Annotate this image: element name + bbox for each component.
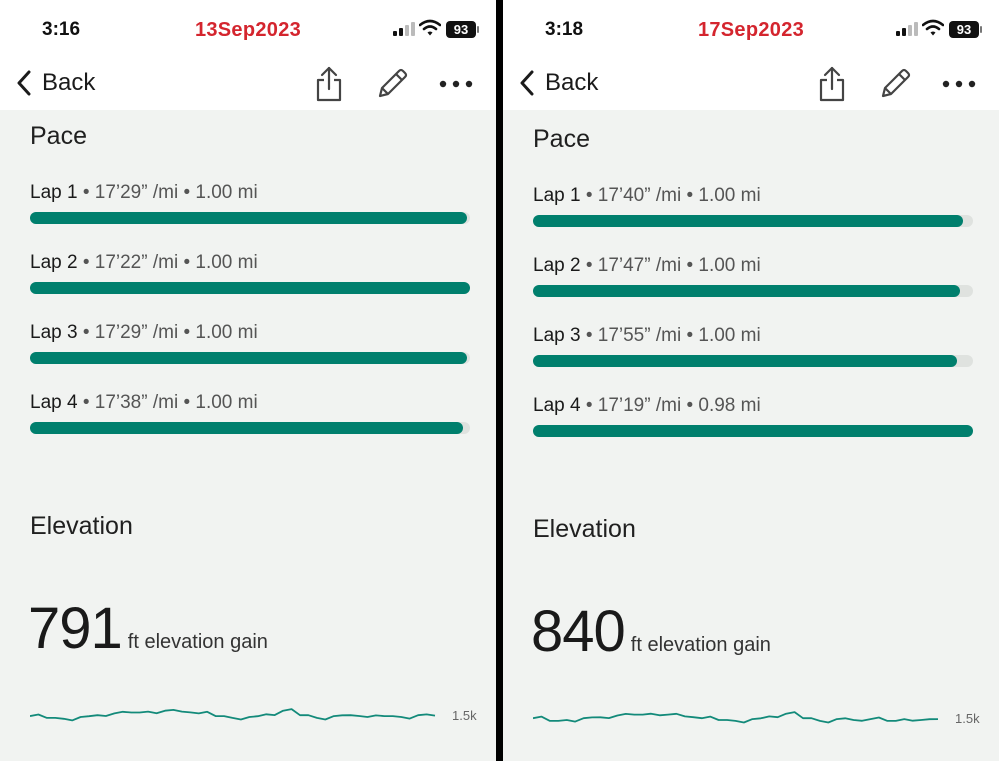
pace-bar-track: [533, 215, 973, 227]
elevation-gain: 840 ft elevation gain: [531, 598, 771, 665]
lap-name: Lap 2: [533, 255, 581, 276]
status-date: 13Sep2023: [194, 19, 302, 41]
pace-bar: [533, 215, 964, 227]
lap-detail: • 17’47” /mi • 1.00 mi: [580, 255, 761, 276]
share-icon: [819, 66, 845, 102]
status-time: 3:16: [42, 19, 81, 40]
wifi-icon: [922, 19, 944, 36]
top-bar: 3:18 17Sep2023 93 Back: [503, 0, 999, 110]
chevron-left-icon: [17, 70, 31, 96]
pace-bar-track: [30, 212, 470, 224]
elevation-axis-label: 1.5k: [452, 708, 477, 723]
lap-name: Lap 4: [533, 395, 581, 416]
chevron-left-icon: [520, 70, 534, 96]
lap-row: Lap 2 • 17’22” /mi • 1.00 mi: [30, 252, 470, 294]
more-icon: [439, 80, 473, 88]
lap-row: Lap 3 • 17’29” /mi • 1.00 mi: [30, 322, 470, 364]
pace-bar: [533, 355, 958, 367]
pencil-icon: [881, 68, 911, 98]
lap-name: Lap 3: [533, 325, 581, 346]
back-label: Back: [545, 69, 599, 96]
pace-title: Pace: [533, 125, 590, 153]
lap-name: Lap 1: [30, 182, 78, 203]
elevation-title: Elevation: [533, 515, 636, 543]
back-button[interactable]: Back: [519, 68, 598, 98]
elevation-line: [30, 708, 436, 722]
elevation-gain-value: 840: [531, 599, 626, 664]
lap-detail: • 17’22” /mi • 1.00 mi: [77, 252, 258, 273]
back-button[interactable]: Back: [16, 68, 95, 98]
pace-bar: [533, 285, 961, 297]
pace-bar: [30, 212, 468, 224]
pace-bar-track: [533, 425, 973, 437]
pace-bar: [533, 425, 973, 437]
pace-bar-track: [533, 355, 973, 367]
lap-detail: • 17’29” /mi • 1.00 mi: [77, 182, 258, 203]
wifi-icon: [419, 19, 441, 36]
divider: [496, 0, 503, 761]
screen-left: 3:16 13Sep2023 93 Back: [0, 0, 496, 761]
lap-detail: • 17’40” /mi • 1.00 mi: [580, 185, 761, 206]
pace-title: Pace: [30, 122, 87, 150]
elevation-chart: [533, 711, 939, 724]
more-button[interactable]: [438, 64, 474, 104]
edit-button[interactable]: [877, 64, 913, 104]
lap-detail: • 17’19” /mi • 0.98 mi: [580, 395, 761, 416]
pencil-icon: [378, 68, 408, 98]
pace-bar-track: [30, 282, 470, 294]
more-icon: [942, 80, 976, 88]
pace-bar: [30, 282, 470, 294]
elevation-gain: 791 ft elevation gain: [28, 595, 268, 662]
elevation-gain-unit: ft elevation gain: [630, 634, 771, 656]
share-button[interactable]: [814, 64, 850, 104]
more-button[interactable]: [941, 64, 977, 104]
lap-detail: • 17’38” /mi • 1.00 mi: [77, 392, 258, 413]
elevation-line: [533, 711, 939, 724]
lap-name: Lap 1: [533, 185, 581, 206]
lap-detail: • 17’55” /mi • 1.00 mi: [580, 325, 761, 346]
pace-bar-track: [30, 422, 470, 434]
signal-icon: [393, 22, 415, 36]
lap-name: Lap 4: [30, 392, 78, 413]
lap-row: Lap 2 • 17’47” /mi • 1.00 mi: [533, 255, 973, 297]
battery-icon: 93: [949, 21, 982, 38]
lap-detail: • 17’29” /mi • 1.00 mi: [77, 322, 258, 343]
signal-icon: [896, 22, 918, 36]
lap-row: Lap 3 • 17’55” /mi • 1.00 mi: [533, 325, 973, 367]
pace-bar-track: [533, 285, 973, 297]
status-time: 3:18: [545, 19, 584, 40]
elevation-gain-value: 791: [28, 596, 123, 661]
pace-bar: [30, 422, 464, 434]
battery-icon: 93: [446, 21, 479, 38]
status-date: 17Sep2023: [697, 19, 805, 41]
lap-row: Lap 1 • 17’29” /mi • 1.00 mi: [30, 182, 470, 224]
lap-row: Lap 4 • 17’38” /mi • 1.00 mi: [30, 392, 470, 434]
screen-right: 3:18 17Sep2023 93 Back: [503, 0, 999, 761]
lap-name: Lap 3: [30, 322, 78, 343]
share-icon: [316, 66, 342, 102]
top-bar: 3:16 13Sep2023 93 Back: [0, 0, 496, 110]
elevation-gain-unit: ft elevation gain: [127, 631, 268, 653]
pace-bar: [30, 352, 468, 364]
edit-button[interactable]: [374, 64, 410, 104]
lap-row: Lap 1 • 17’40” /mi • 1.00 mi: [533, 185, 973, 227]
elevation-title: Elevation: [30, 512, 133, 540]
elevation-axis-label: 1.5k: [955, 711, 980, 726]
back-label: Back: [42, 69, 96, 96]
lap-name: Lap 2: [30, 252, 78, 273]
pace-bar-track: [30, 352, 470, 364]
lap-row: Lap 4 • 17’19” /mi • 0.98 mi: [533, 395, 973, 437]
share-button[interactable]: [311, 64, 347, 104]
elevation-chart: [30, 708, 436, 722]
